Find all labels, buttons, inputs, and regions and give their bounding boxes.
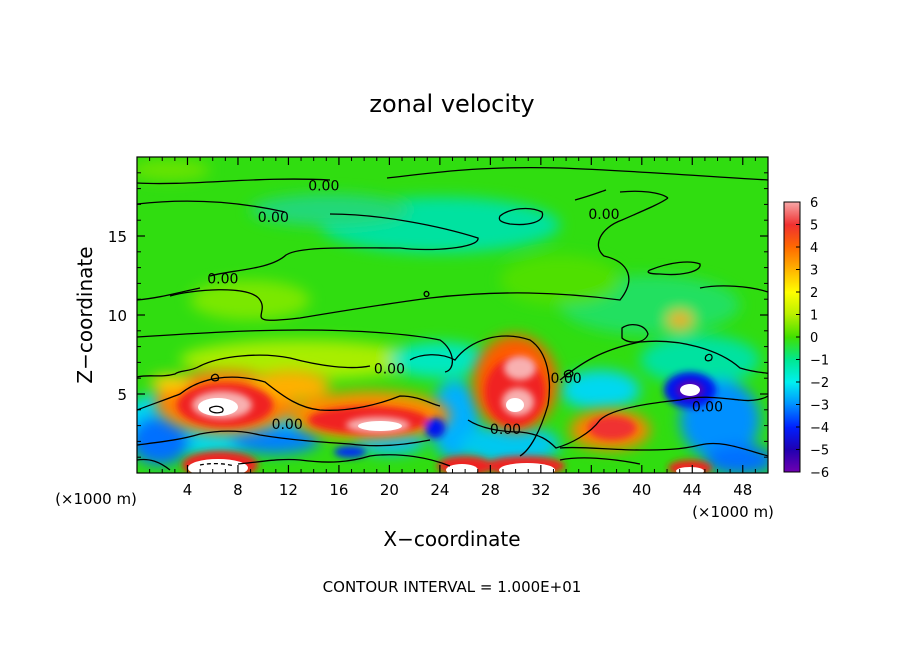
x-tick-label: 4 — [183, 481, 193, 499]
x-tick-label: 28 — [481, 481, 500, 499]
colorbar-label: 0 — [810, 331, 818, 346]
x-axis-label: X−coordinate — [383, 527, 520, 551]
colorbar-label: −1 — [810, 354, 829, 369]
contour-label: 0.00 — [308, 178, 339, 194]
colorbar-segment — [784, 359, 800, 383]
x-tick-label: 48 — [733, 481, 752, 499]
x-tick-label: 44 — [683, 481, 702, 499]
colorbar-segment — [784, 247, 800, 270]
colorbar-segment — [784, 404, 800, 428]
y-axis-label: Z−coordinate — [73, 246, 97, 383]
contour-interval-note: CONTOUR INTERVAL = 1.000E+01 — [323, 578, 582, 596]
colorbar-segment — [784, 202, 800, 225]
y-axis: 5 10 15 — [108, 172, 768, 458]
colorbar-segment — [784, 292, 800, 315]
x-tick-label: 40 — [632, 481, 651, 499]
colorbar-label: 6 — [810, 196, 818, 211]
colorbar-segment — [784, 224, 800, 248]
contour-lines — [137, 166, 768, 471]
x-tick-label: 16 — [329, 481, 348, 499]
x-tick-label: 36 — [582, 481, 601, 499]
colorbar-segment — [784, 427, 800, 450]
contour-label: 0.00 — [550, 371, 581, 387]
contour-label: 0.00 — [272, 417, 303, 433]
colorbar-label: −5 — [810, 444, 829, 459]
y-tick-label: 15 — [108, 228, 127, 246]
colorbar-segment — [784, 382, 800, 405]
colorbar-segment — [784, 449, 800, 473]
colorbar-label: 5 — [810, 219, 818, 234]
x-axis: 4 8 12 16 20 24 28 32 36 40 44 48 — [149, 157, 756, 499]
x-tick-label: 12 — [279, 481, 298, 499]
x-tick-label: 24 — [430, 481, 449, 499]
x-unit-label-right: (×1000 m) — [692, 503, 774, 521]
x-tick-label: 32 — [531, 481, 550, 499]
colorbar-segment — [784, 269, 800, 293]
colorbar-segment — [784, 314, 800, 338]
colorbar-segment — [784, 337, 800, 360]
colorbar-label: −4 — [810, 421, 829, 436]
x-tick-label: 8 — [233, 481, 243, 499]
colorbar-label: −6 — [810, 466, 829, 481]
contour-label: 0.00 — [374, 362, 405, 378]
colorbar: 6 5 4 3 2 1 0 −1 −2 −3 −4 −5 −6 — [783, 196, 829, 481]
chart-title: zonal velocity — [369, 90, 534, 118]
contour-label: 0.00 — [490, 422, 521, 438]
x-tick-label: 20 — [380, 481, 399, 499]
colorbar-label: −3 — [810, 399, 829, 414]
contour-labels: 0.00 0.00 0.00 0.00 0.00 0.00 0.00 0.00 0.00 — [207, 178, 723, 437]
colorbar-label: 1 — [810, 309, 818, 324]
colorbar-label: 4 — [810, 241, 818, 256]
colorbar-label: −2 — [810, 376, 829, 391]
contour-label: 0.00 — [258, 210, 289, 226]
colorbar-label: 2 — [810, 286, 818, 301]
x-unit-label-left: (×1000 m) — [55, 490, 137, 508]
y-tick-label: 10 — [108, 307, 127, 325]
colorbar-label: 3 — [810, 264, 818, 279]
y-tick-label: 5 — [117, 386, 127, 404]
velocity-field — [137, 157, 768, 473]
contour-label: 0.00 — [207, 272, 238, 288]
contour-label: 0.00 — [588, 207, 619, 223]
contour-label: 0.00 — [692, 400, 723, 416]
